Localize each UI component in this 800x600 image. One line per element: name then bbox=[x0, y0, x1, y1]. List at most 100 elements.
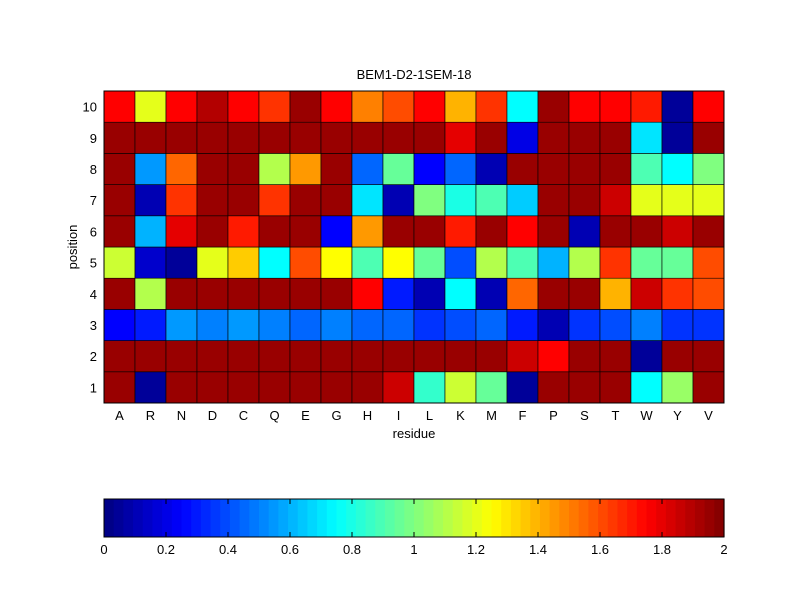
heatmap-cell-P-9 bbox=[537, 121, 570, 154]
x-tick-label: S bbox=[580, 408, 589, 423]
x-tick-label: K bbox=[456, 408, 465, 423]
heatmap-cell-L-8 bbox=[413, 153, 446, 185]
colorbar-segment bbox=[685, 499, 696, 537]
heatmap-cell-I-10 bbox=[382, 90, 415, 123]
heatmap-cell-I-5 bbox=[382, 246, 415, 279]
x-tick-label: E bbox=[301, 408, 310, 423]
heatmap-cell-Y-6 bbox=[661, 215, 694, 248]
heatmap-cell-M-1 bbox=[475, 371, 508, 404]
colorbar-segment bbox=[646, 499, 657, 537]
heatmap-cell-E-5 bbox=[289, 246, 322, 279]
heatmap-cell-C-7 bbox=[227, 184, 260, 217]
heatmap-cell-I-9 bbox=[382, 121, 415, 154]
y-tick-label: 9 bbox=[90, 131, 97, 146]
colorbar-segment bbox=[384, 499, 396, 537]
heatmap-cell-M-7 bbox=[475, 184, 508, 217]
x-tick-label: C bbox=[239, 408, 248, 423]
heatmap-cell-T-3 bbox=[599, 309, 632, 341]
heatmap-cell-V-10 bbox=[692, 90, 725, 123]
colorbar-segment bbox=[346, 499, 357, 537]
heatmap-cell-H-4 bbox=[351, 277, 384, 310]
colorbar-segment bbox=[549, 499, 560, 537]
heatmap-cell-C-5 bbox=[227, 246, 260, 279]
heatmap-cell-W-4 bbox=[630, 277, 663, 310]
heatmap-cell-M-10 bbox=[475, 90, 508, 123]
colorbar-segment bbox=[472, 499, 483, 537]
heatmap-cell-R-7 bbox=[134, 184, 167, 217]
colorbar-tick-label: 1.4 bbox=[529, 542, 547, 557]
colorbar-segment bbox=[113, 499, 124, 537]
heatmap-cell-K-9 bbox=[444, 121, 477, 154]
colorbar-segment bbox=[636, 499, 648, 537]
y-tick-label: 2 bbox=[90, 349, 97, 364]
colorbar-tick-label: 0 bbox=[100, 542, 107, 557]
heatmap-cell-T-6 bbox=[599, 215, 632, 248]
heatmap-cell-C-4 bbox=[227, 277, 260, 310]
heatmap-cell-V-4 bbox=[692, 277, 725, 310]
x-tick-label: V bbox=[704, 408, 713, 423]
heatmap-cell-H-2 bbox=[351, 340, 384, 373]
heatmap-cell-F-3 bbox=[506, 309, 539, 341]
colorbar-segment bbox=[220, 499, 231, 537]
heatmap-cell-S-9 bbox=[568, 121, 601, 154]
chart-title: BEM1-D2-1SEM-18 bbox=[357, 67, 472, 82]
heatmap-cell-E-9 bbox=[289, 121, 322, 154]
heatmap-cell-C-3 bbox=[227, 309, 260, 341]
heatmap-cell-V-3 bbox=[692, 309, 725, 341]
colorbar-segment bbox=[375, 499, 386, 537]
colorbar-segment bbox=[210, 499, 221, 537]
heatmap-cell-N-9 bbox=[165, 121, 198, 154]
heatmap-cell-Y-5 bbox=[661, 246, 694, 279]
heatmap-cell-C-6 bbox=[227, 215, 260, 248]
heatmap-cell-K-3 bbox=[444, 309, 477, 341]
heatmap-cell-T-7 bbox=[599, 184, 632, 217]
heatmap-cell-L-9 bbox=[413, 121, 446, 154]
heatmap-cell-P-7 bbox=[537, 184, 570, 217]
colorbar-segment bbox=[162, 499, 173, 537]
heatmap-cell-Y-8 bbox=[661, 153, 694, 185]
heatmap-cell-M-6 bbox=[475, 215, 508, 248]
heatmap-cell-I-4 bbox=[382, 277, 415, 310]
heatmap-cell-T-10 bbox=[599, 90, 632, 123]
heatmap-cell-H-8 bbox=[351, 153, 384, 185]
x-tick-label: M bbox=[486, 408, 497, 423]
heatmap-cell-T-8 bbox=[599, 153, 632, 185]
heatmap-cell-W-6 bbox=[630, 215, 663, 248]
heatmap-cell-C-1 bbox=[227, 371, 260, 404]
heatmap-cell-A-8 bbox=[103, 153, 136, 185]
heatmap-cell-A-5 bbox=[103, 246, 136, 279]
heatmap-cell-I-2 bbox=[382, 340, 415, 373]
colorbar-segment bbox=[433, 499, 444, 537]
colorbar-segment bbox=[462, 499, 473, 537]
y-tick-label: 5 bbox=[90, 256, 97, 271]
x-tick-label: D bbox=[208, 408, 217, 423]
colorbar-segment bbox=[694, 499, 706, 537]
colorbar-tick-label: 0.8 bbox=[343, 542, 361, 557]
colorbar-segment bbox=[171, 499, 183, 537]
colorbar-segment bbox=[452, 499, 464, 537]
heatmap-cell-S-6 bbox=[568, 215, 601, 248]
heatmap-cell-G-6 bbox=[320, 215, 353, 248]
colorbar-tick-label: 0.2 bbox=[157, 542, 175, 557]
x-tick-label: H bbox=[363, 408, 372, 423]
heatmap-cell-L-6 bbox=[413, 215, 446, 248]
heatmap-cell-N-6 bbox=[165, 215, 198, 248]
heatmap-cell-P-10 bbox=[537, 90, 570, 123]
heatmap-cell-A-7 bbox=[103, 184, 136, 217]
heatmap-cell-Y-7 bbox=[661, 184, 694, 217]
colorbar-segment bbox=[656, 499, 667, 537]
heatmap-cell-N-2 bbox=[165, 340, 198, 373]
heatmap-cell-M-3 bbox=[475, 309, 508, 341]
heatmap-cell-P-8 bbox=[537, 153, 570, 185]
heatmap-cell-K-7 bbox=[444, 184, 477, 217]
y-tick-label: 1 bbox=[90, 380, 97, 395]
heatmap-cell-L-2 bbox=[413, 340, 446, 373]
colorbar-segment bbox=[152, 499, 163, 537]
heatmap-cell-P-1 bbox=[537, 371, 570, 404]
y-axis-label: position bbox=[65, 225, 80, 270]
heatmap-cell-P-4 bbox=[537, 277, 570, 310]
colorbar-segment bbox=[617, 499, 628, 537]
colorbar-segment bbox=[481, 499, 493, 537]
heatmap-cell-D-4 bbox=[196, 277, 229, 310]
